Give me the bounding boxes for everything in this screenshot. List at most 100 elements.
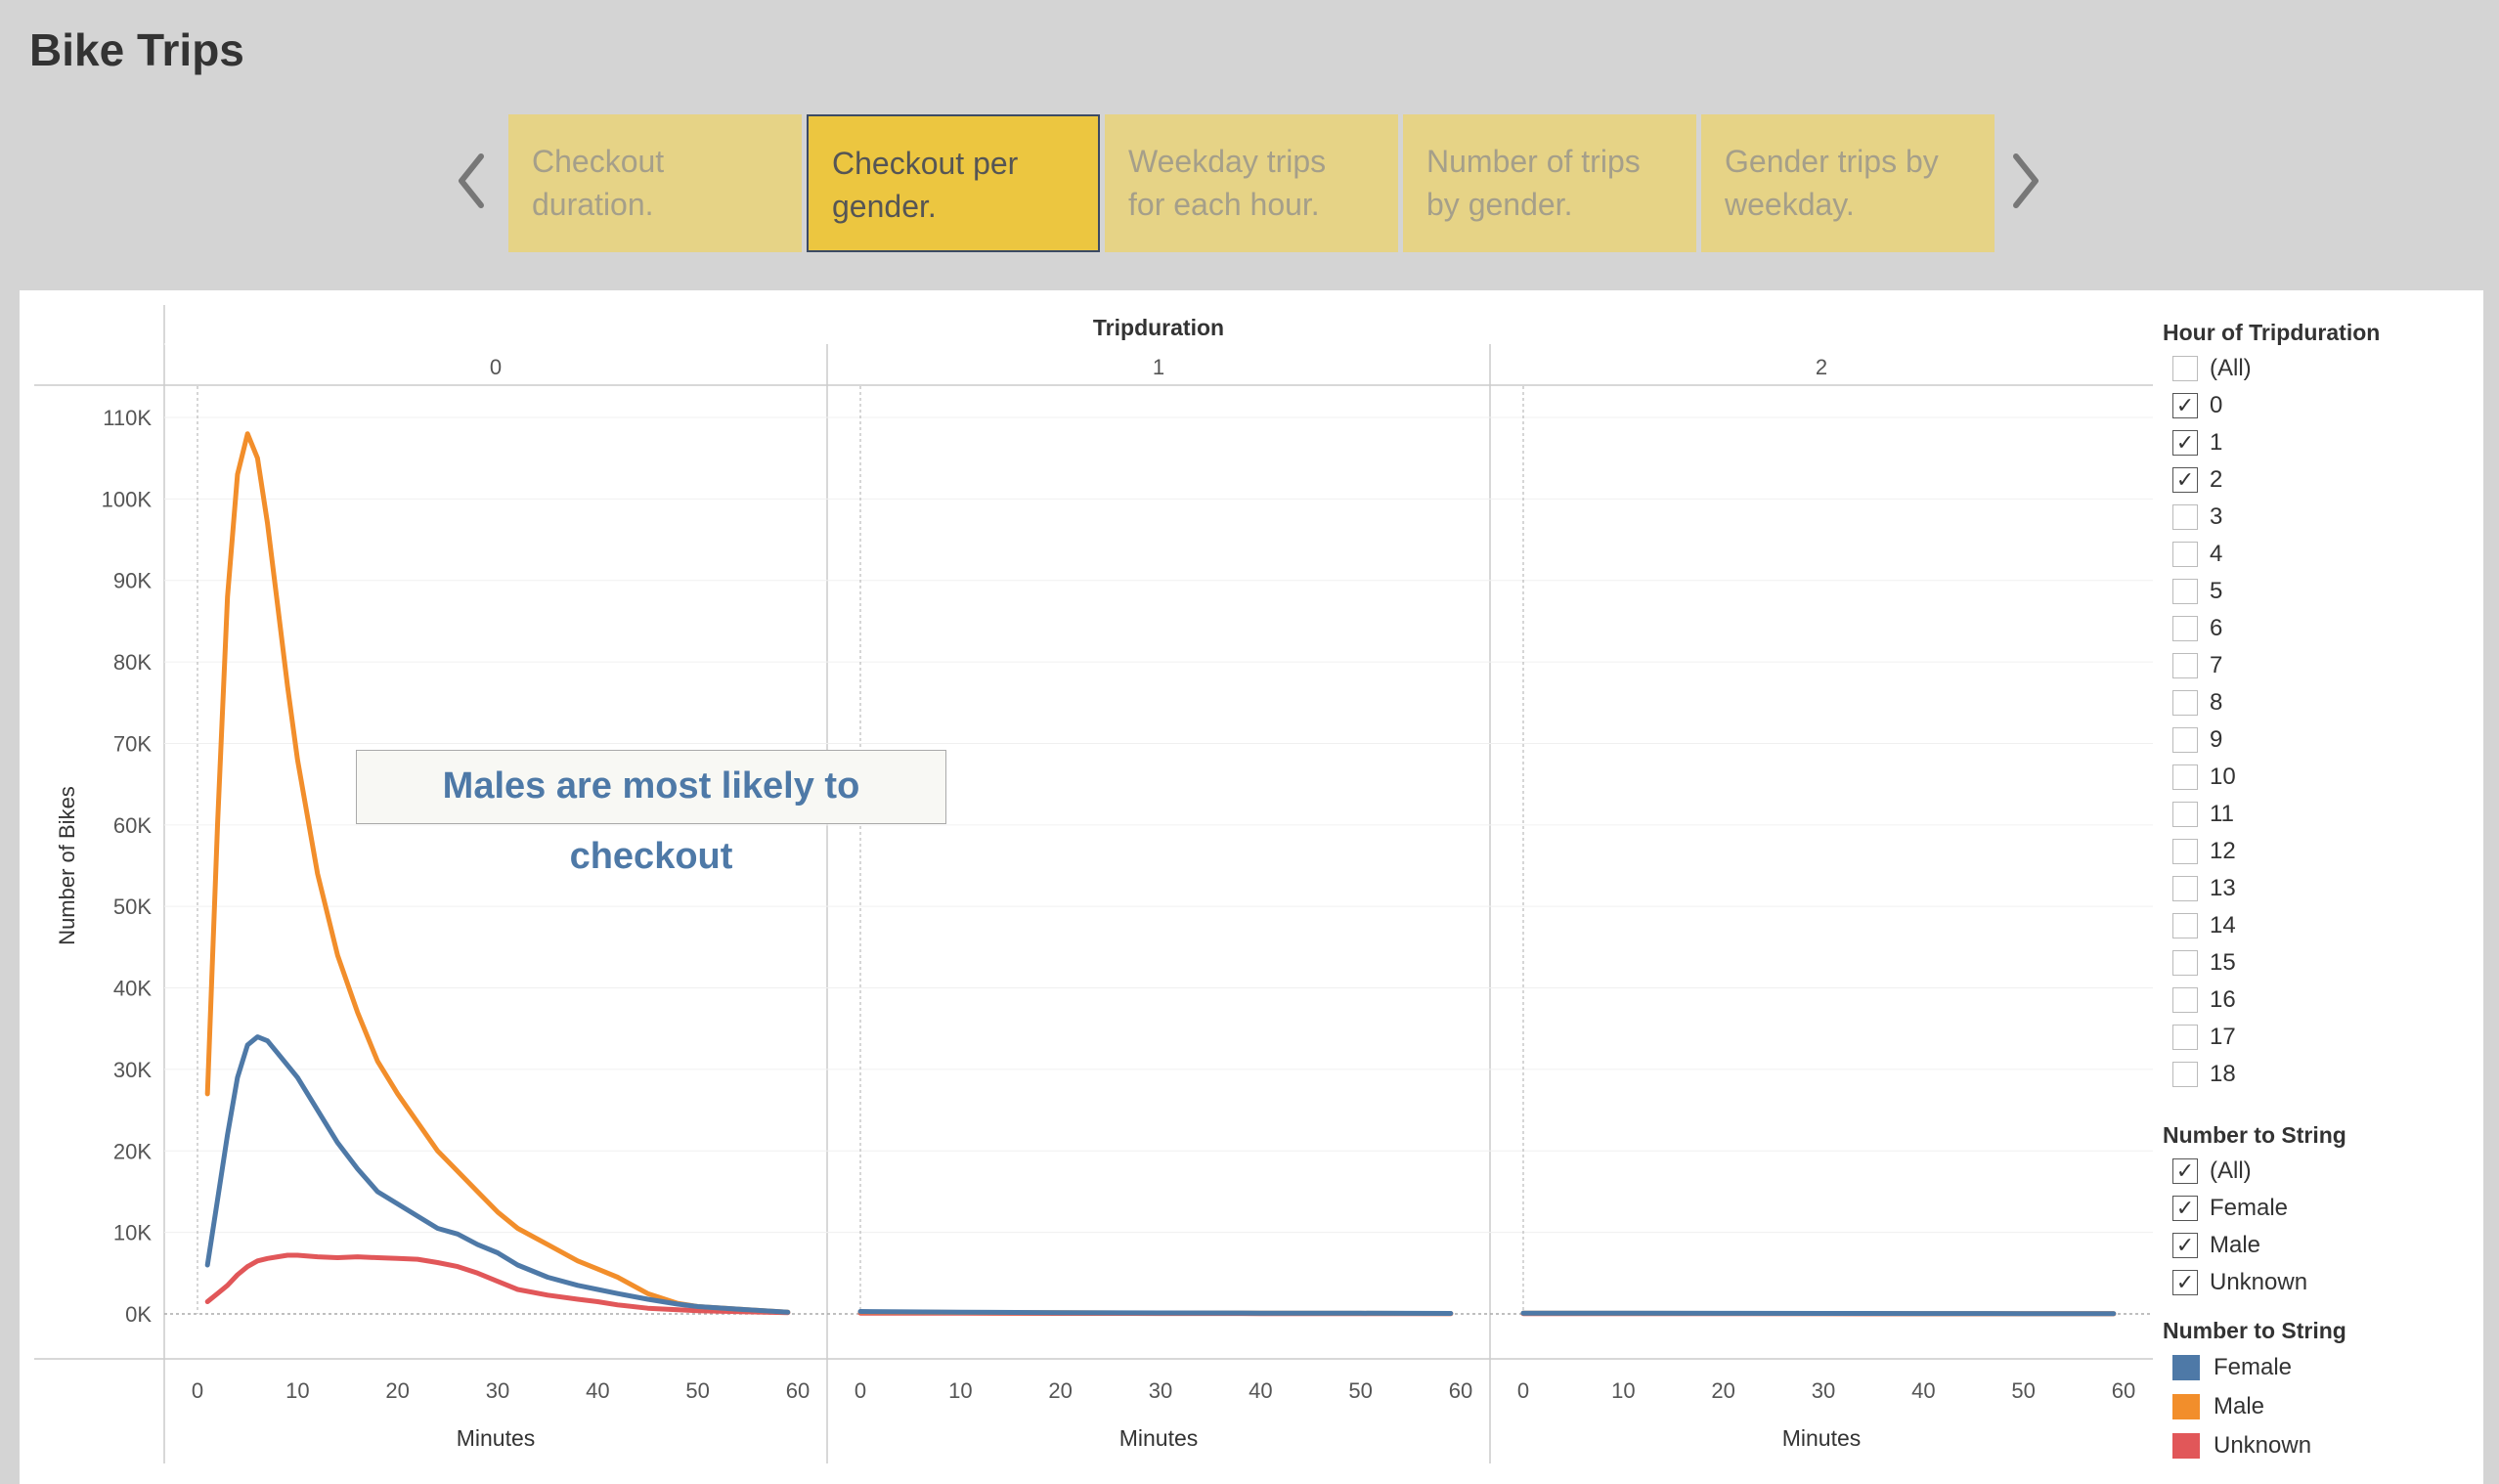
hour-item-label: 15 (2210, 949, 2236, 976)
legend-swatch (2172, 1394, 2200, 1419)
hour-item[interactable]: ✓ 0 (2163, 387, 2485, 424)
tab-label-line2: duration. (532, 187, 654, 222)
checkbox-unchecked-icon[interactable] (2172, 542, 2198, 567)
checkbox-unchecked-icon[interactable] (2172, 987, 2198, 1013)
hour-item[interactable]: 13 (2163, 870, 2485, 907)
tab-label-line1: Checkout per (832, 146, 1019, 181)
next-story-arrow[interactable] (2006, 147, 2045, 215)
x-tick-label: 0 (855, 1378, 866, 1403)
x-tick-label: 40 (1249, 1378, 1272, 1403)
checkbox-unchecked-icon[interactable] (2172, 1025, 2198, 1050)
checkbox-checked-icon[interactable]: ✓ (2172, 1233, 2198, 1258)
checkbox-unchecked-icon[interactable] (2172, 727, 2198, 753)
legend-item[interactable]: Unknown (2163, 1426, 2485, 1465)
checkbox-unchecked-icon[interactable] (2172, 653, 2198, 678)
tab-label-line2: weekday. (1725, 187, 1855, 222)
checkbox-unchecked-icon[interactable] (2172, 913, 2198, 938)
story-point-gender-by-weekday[interactable]: Gender trips by weekday. (1701, 114, 1995, 252)
hour-item[interactable]: ✓ 1 (2163, 424, 2485, 461)
story-point-checkout-duration[interactable]: Checkout duration. (508, 114, 802, 252)
gender-item[interactable]: ✓ Unknown (2163, 1264, 2485, 1301)
story-point-checkout-per-gender[interactable]: Checkout per gender. (807, 114, 1100, 252)
gender-filter-list[interactable]: ✓ (All) ✓ Female ✓ Male ✓ Unknown (2163, 1153, 2485, 1301)
checkbox-unchecked-icon[interactable] (2172, 356, 2198, 381)
checkbox-unchecked-icon[interactable] (2172, 616, 2198, 641)
hour-item[interactable]: 5 (2163, 573, 2485, 610)
checkbox-unchecked-icon[interactable] (2172, 802, 2198, 827)
hour-item[interactable]: ✓ 2 (2163, 461, 2485, 499)
hour-item[interactable]: 12 (2163, 833, 2485, 870)
x-tick-label: 40 (1911, 1378, 1935, 1403)
x-tick-label: 60 (1449, 1378, 1472, 1403)
legend-swatch (2172, 1433, 2200, 1459)
hour-item[interactable]: 14 (2163, 907, 2485, 944)
checkbox-checked-icon[interactable]: ✓ (2172, 430, 2198, 456)
gender-item[interactable]: ✓ Female (2163, 1190, 2485, 1227)
hour-item[interactable]: 9 (2163, 721, 2485, 759)
hour-item[interactable]: 8 (2163, 684, 2485, 721)
hour-item[interactable]: 7 (2163, 647, 2485, 684)
x-tick-label: 50 (1348, 1378, 1372, 1403)
checkbox-unchecked-icon[interactable] (2172, 950, 2198, 976)
x-tick-label: 20 (1711, 1378, 1734, 1403)
y-tick-label: 10K (113, 1221, 152, 1245)
y-tick-label: 80K (113, 650, 152, 675)
checkbox-checked-icon[interactable]: ✓ (2172, 1270, 2198, 1295)
y-tick-label: 20K (113, 1139, 152, 1163)
story-point-trips-by-gender[interactable]: Number of trips by gender. (1403, 114, 1696, 252)
y-tick-label: 0K (125, 1302, 152, 1327)
legend-title: Number to String (2163, 1318, 2346, 1343)
checkbox-unchecked-icon[interactable] (2172, 579, 2198, 604)
gender-item[interactable]: ✓ Male (2163, 1227, 2485, 1264)
page-title: Bike Trips (29, 24, 244, 75)
hour-item[interactable]: 4 (2163, 536, 2485, 573)
checkbox-unchecked-icon[interactable] (2172, 764, 2198, 790)
annotation-box[interactable]: Males are most likely to checkout (356, 750, 946, 877)
color-legend: Female Male Unknown (2163, 1348, 2485, 1465)
hour-item[interactable]: 17 (2163, 1019, 2485, 1056)
x-tick-label: 20 (385, 1378, 409, 1403)
hour-filter-list[interactable]: (All) ✓ 0 ✓ 1 ✓ 2 3 4 5 6 7 8 9 10 11 12 13 14 15 16 17 18 (2163, 350, 2485, 1117)
dashboard-panel: Tripduration 0 1 2 0K 10K 20K 30K 40K 50K 60K 70K 80… (20, 290, 2483, 1484)
hour-item-label: 18 (2210, 1061, 2236, 1087)
hour-item[interactable]: 6 (2163, 610, 2485, 647)
hour-item-label: 17 (2210, 1024, 2236, 1050)
y-tick-label: 90K (113, 569, 152, 593)
checkbox-unchecked-icon[interactable] (2172, 504, 2198, 530)
gender-item[interactable]: ✓ (All) (2163, 1153, 2485, 1190)
story-point-weekday-trips[interactable]: Weekday trips for each hour. (1105, 114, 1398, 252)
hour-item[interactable]: (All) (2163, 350, 2485, 387)
hour-item[interactable]: 16 (2163, 982, 2485, 1019)
hour-item-label: 3 (2210, 503, 2223, 530)
checkbox-checked-icon[interactable]: ✓ (2172, 1196, 2198, 1221)
hour-item-label: 9 (2210, 726, 2223, 753)
checkbox-checked-icon[interactable]: ✓ (2172, 467, 2198, 493)
checkbox-unchecked-icon[interactable] (2172, 876, 2198, 901)
series-line-unknown (204, 1252, 791, 1316)
x-tick-label: 0 (1517, 1378, 1529, 1403)
hour-item[interactable]: 11 (2163, 796, 2485, 833)
x-tick-label: 20 (1048, 1378, 1072, 1403)
legend-item[interactable]: Female (2163, 1348, 2485, 1387)
hour-item-label: 11 (2210, 801, 2234, 827)
prev-story-arrow[interactable] (452, 147, 491, 215)
hour-item-label: 10 (2210, 764, 2236, 790)
hour-item[interactable]: 18 (2163, 1056, 2485, 1093)
hour-item[interactable]: 10 (2163, 759, 2485, 796)
gender-item-label: (All) (2210, 1157, 2252, 1184)
x-tick-label: 10 (1611, 1378, 1635, 1403)
gender-item-label: Unknown (2210, 1269, 2308, 1295)
tab-label-line1: Weekday trips (1128, 144, 1327, 179)
checkbox-checked-icon[interactable]: ✓ (2172, 393, 2198, 418)
facet-header-title: Tripduration (1093, 315, 1224, 340)
checkbox-unchecked-icon[interactable] (2172, 1062, 2198, 1087)
checkbox-checked-icon[interactable]: ✓ (2172, 1158, 2198, 1184)
legend-item[interactable]: Male (2163, 1387, 2485, 1426)
checkbox-unchecked-icon[interactable] (2172, 839, 2198, 864)
checkbox-unchecked-icon[interactable] (2172, 690, 2198, 716)
tab-label-line2: for each hour. (1128, 187, 1320, 222)
hour-item[interactable]: 3 (2163, 499, 2485, 536)
legend-label: Unknown (2214, 1432, 2312, 1459)
hour-item[interactable]: 15 (2163, 944, 2485, 982)
